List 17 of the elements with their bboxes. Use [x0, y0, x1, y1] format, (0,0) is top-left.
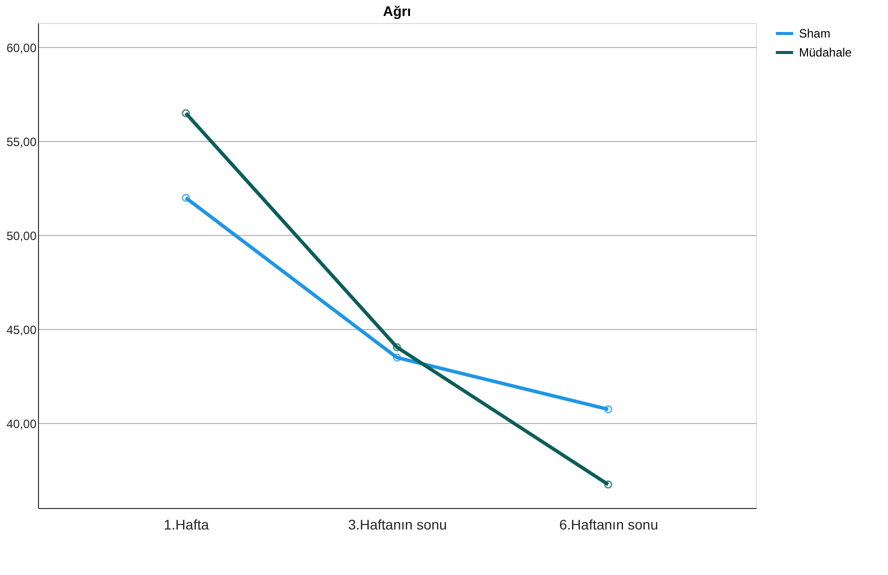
point: [604, 405, 612, 414]
chart-title: Ağrı: [383, 3, 411, 19]
y-tick-label: 60,00: [6, 40, 37, 55]
point: [604, 480, 612, 489]
x-tick-label: 1.Hafta: [164, 516, 210, 532]
legend-label: Müdahale: [799, 46, 852, 60]
y-tick-label: 55,00: [6, 134, 37, 149]
y-tick-label: 40,00: [6, 416, 37, 431]
point: [392, 343, 402, 352]
point: [182, 194, 190, 202]
legend-label: Sham: [799, 26, 830, 40]
point: [182, 109, 190, 118]
x-tick-label: 3.Haftanın sonu: [348, 516, 447, 532]
point: [392, 354, 402, 362]
y-tick-label: 45,00: [6, 322, 37, 337]
y-tick-label: 50,00: [6, 228, 37, 243]
x-tick-label: 6.Haftanın sonu: [559, 516, 658, 532]
